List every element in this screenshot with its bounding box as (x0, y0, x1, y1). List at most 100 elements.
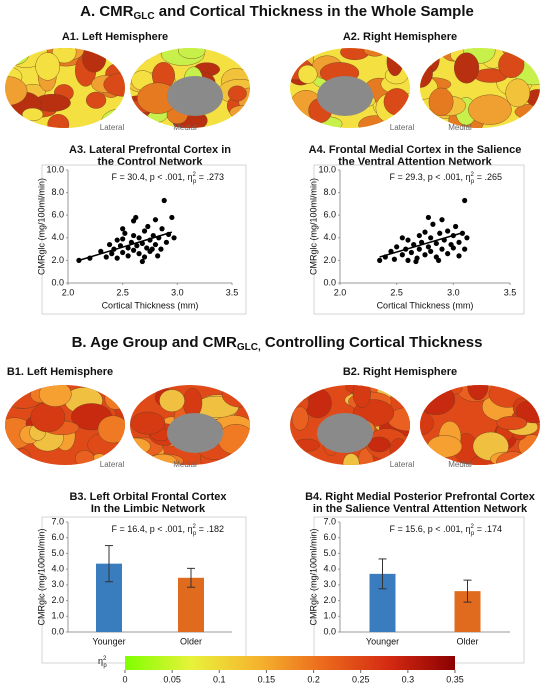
brain-region (352, 385, 371, 408)
section-title: B. Age Group and CMRGLC, Controlling Cor… (72, 334, 483, 353)
brain-region (531, 48, 540, 58)
brain-region (5, 48, 30, 65)
point (149, 246, 155, 252)
y-tick-label: 3.0 (51, 579, 64, 589)
y-axis-label: CMRglc (mg/100ml/min) (36, 528, 46, 625)
point (120, 236, 126, 242)
brain-region (342, 453, 360, 465)
y-tick-label: 1.0 (323, 611, 336, 621)
y-tick-label: 7.0 (51, 516, 64, 526)
point (141, 228, 148, 234)
point (411, 241, 417, 248)
panel-title: B2. Right Hemisphere (343, 366, 457, 378)
annotation: F = 29.3, p < .001, η2 p = .265 (389, 172, 502, 185)
x-tick-label: 2.5 (116, 287, 129, 297)
brain-region (291, 385, 314, 401)
point (145, 223, 151, 230)
brain-region (35, 52, 61, 81)
view-label: Medial (448, 460, 472, 469)
point (462, 246, 468, 252)
y-tick-label: 6.0 (51, 532, 64, 542)
colorbar-tick-label: 0.35 (446, 674, 464, 684)
point (462, 197, 468, 204)
brain-region (97, 415, 125, 444)
point (139, 258, 145, 265)
point (155, 253, 161, 259)
point (158, 246, 164, 252)
point (408, 249, 414, 256)
y-tick-label: 5.0 (323, 548, 336, 558)
chart-title: the Ventral Attention Network (338, 156, 492, 168)
annotation-sub: p (471, 531, 475, 537)
brain-region (390, 48, 410, 63)
x-tick-label: 3.0 (447, 287, 460, 297)
title-subscript: GLC, (237, 342, 261, 353)
point (391, 256, 397, 262)
point (456, 239, 462, 245)
x-tick-label: 3.0 (171, 287, 184, 297)
brain-region (389, 438, 408, 460)
brain-region (420, 58, 433, 88)
view-label: Medial (448, 123, 472, 132)
brain-region (383, 88, 410, 116)
annotation-sub: p (471, 179, 475, 185)
brain-region (85, 91, 107, 109)
colorbar-label: η2 p (98, 656, 107, 669)
annotation: F = 15.6, p < .001, η2 p = .174 (389, 524, 502, 537)
trend-line (78, 231, 173, 262)
annotation-sub: p (193, 531, 197, 537)
chart-title: A3. Lateral Prefrontal Cortex in (69, 144, 231, 156)
y-tick-label: 0.0 (51, 626, 64, 636)
plot-frame (41, 164, 247, 315)
point (439, 217, 445, 223)
brain-region (178, 48, 206, 59)
brain-region (13, 448, 32, 465)
colorbar-tick-label: 0.15 (258, 674, 276, 684)
point (169, 214, 175, 221)
annotation-sub: p (193, 179, 197, 185)
chart-title: In the Limbic Network (91, 503, 206, 515)
y-tick-label: 10.0 (318, 164, 336, 174)
point (433, 240, 439, 247)
x-tick-label: Younger (92, 636, 125, 646)
panel-title: A1. Left Hemisphere (62, 31, 168, 43)
annotation-sup: 2 (471, 524, 475, 530)
annotation-sup: 2 (193, 172, 197, 178)
x-axis-label: Cortical Thickness (mm) (377, 300, 474, 310)
medial-wall (317, 76, 373, 116)
y-tick-label: 0.0 (51, 277, 64, 287)
point (450, 245, 456, 251)
view-label: Lateral (390, 460, 415, 469)
label-sup: 2 (103, 656, 107, 662)
x-tick-label: 2.5 (390, 287, 403, 297)
brain-region (297, 64, 318, 84)
point (136, 235, 142, 241)
y-tick-label: 8.0 (323, 187, 336, 197)
y-tick-label: 5.0 (51, 548, 64, 558)
point (125, 245, 131, 251)
view-label: Medial (173, 123, 197, 132)
brain-region (467, 385, 489, 401)
colorbar-tick-label: 0.1 (213, 674, 226, 684)
point (399, 252, 405, 258)
point (425, 214, 431, 221)
y-tick-label: 8.0 (51, 187, 64, 197)
annotation-sup: 2 (471, 172, 475, 178)
point (377, 257, 383, 263)
point (453, 223, 459, 230)
brain (130, 385, 250, 465)
y-tick-label: 4.0 (323, 564, 336, 574)
point (120, 226, 126, 232)
x-tick-label: Older (180, 636, 202, 646)
annotation-text: F = 15.6, p < .001, η (389, 524, 470, 534)
y-axis-label: CMRglc (mg/100ml/min) (36, 178, 46, 275)
point (159, 226, 165, 232)
y-tick-label: 1.0 (51, 611, 64, 621)
point (114, 255, 120, 261)
point (141, 254, 148, 260)
point (456, 253, 462, 259)
annotation-text: = .174 (474, 524, 502, 534)
error-bar (378, 558, 387, 590)
point (106, 241, 113, 248)
point (422, 252, 428, 258)
